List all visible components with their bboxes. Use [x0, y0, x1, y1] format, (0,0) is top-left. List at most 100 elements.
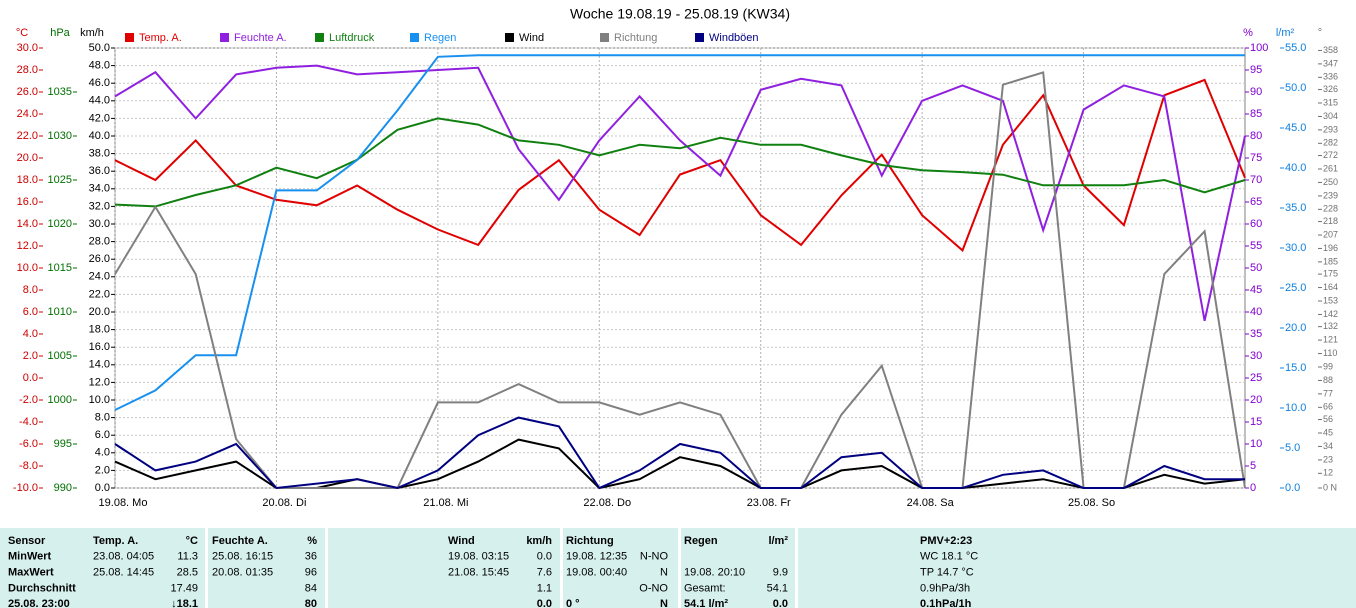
- x-tick-label: 25.08. So: [1068, 497, 1115, 509]
- table-cell: Temp. A.: [93, 535, 138, 547]
- table-cell: 0.0: [773, 598, 788, 608]
- y-tick-label: 358: [1323, 45, 1338, 55]
- y-tick-label: 12: [1323, 468, 1333, 478]
- y-tick-label: 0: [1250, 482, 1256, 494]
- table-cell: N: [660, 567, 668, 579]
- table-cell: °C: [186, 535, 198, 547]
- y-tick-label: 28.0: [89, 236, 110, 248]
- y-tick-label: 12.0: [89, 376, 110, 388]
- y-tick-label: 132: [1323, 321, 1338, 331]
- table-cell: 11.3: [177, 551, 198, 563]
- y-tick-label: 95: [1250, 64, 1262, 76]
- legend-swatch: [220, 33, 229, 42]
- y-tick-label: 10: [1250, 438, 1262, 450]
- table-cell: Gesamt:: [684, 582, 726, 594]
- legend-label: Windböen: [709, 32, 759, 44]
- table-cell: 36: [305, 551, 317, 563]
- y-tick-label: 85: [1250, 108, 1262, 120]
- table-cell: km/h: [526, 535, 552, 547]
- table-cell: %: [307, 535, 317, 547]
- y-tick-label: 10.0: [1285, 402, 1306, 414]
- table-separator: [678, 528, 681, 608]
- table-cell: Feuchte A.: [212, 535, 268, 547]
- x-tick-label: 19.08. Mo: [99, 497, 148, 509]
- y-tick-label: 18.0: [89, 324, 110, 336]
- y-tick-label: 995: [54, 438, 72, 450]
- legend-swatch: [125, 33, 134, 42]
- y-tick-label: 196: [1323, 243, 1338, 253]
- y-tick-label: 326: [1323, 84, 1338, 94]
- y-tick-label: 38.0: [89, 148, 110, 160]
- table-cell: 54.1 l/m²: [684, 598, 728, 608]
- x-tick-label: 24.08. Sa: [907, 497, 955, 509]
- y-tick-label: 30.0: [17, 42, 38, 54]
- legend-label: Regen: [424, 32, 456, 44]
- y-tick-label: 15: [1250, 416, 1262, 428]
- y-tick-label: 26.0: [17, 86, 38, 98]
- y-tick-label: 8.0: [23, 284, 38, 296]
- table-cell: 54.1: [767, 582, 788, 594]
- y-tick-label: 46.0: [89, 77, 110, 89]
- y-tick-label: 99: [1323, 361, 1333, 371]
- table-cell: PMV+2:23: [920, 535, 972, 547]
- table-cell: 80: [305, 598, 317, 608]
- y-tick-label: 261: [1323, 163, 1338, 173]
- table-cell: 20.08. 01:35: [212, 567, 273, 579]
- y-tick-label: 40.0: [89, 130, 110, 142]
- y-tick-label: 121: [1323, 334, 1338, 344]
- y-tick-label: 1005: [48, 350, 72, 362]
- series-line: [114, 78, 1246, 253]
- table-cell: l/m²: [768, 535, 788, 547]
- y-tick-label: 4.0: [95, 447, 110, 459]
- table-cell: 1.1: [537, 582, 552, 594]
- y-tick-label: 0.0: [23, 372, 38, 384]
- y-tick-label: 35: [1250, 328, 1262, 340]
- table-cell: N: [660, 598, 668, 608]
- y-tick-label: 0.0: [95, 482, 110, 494]
- y-tick-label: -8.0: [19, 460, 38, 472]
- y-tick-label: 20.0: [1285, 322, 1306, 334]
- series-line: [114, 64, 1246, 322]
- y-tick-label: 30: [1250, 350, 1262, 362]
- y-tick-label: 30.0: [89, 218, 110, 230]
- y-tick-label: 304: [1323, 111, 1338, 121]
- table-separator: [205, 528, 208, 608]
- table-cell: 25.08. 23:00: [8, 598, 70, 608]
- y-tick-label: 293: [1323, 124, 1338, 134]
- y-tick-label: -10.0: [13, 482, 38, 494]
- y-tick-label: 5: [1250, 460, 1256, 472]
- table-cell: O-NO: [639, 582, 668, 594]
- y-tick-label: 80: [1250, 130, 1262, 142]
- y-tick-label: 185: [1323, 256, 1338, 266]
- table-cell: 23.08. 04:05: [93, 551, 154, 563]
- y-tick-label: 18.0: [17, 174, 38, 186]
- y-tick-label: 75: [1250, 152, 1262, 164]
- y-tick-label: 50.0: [1285, 82, 1306, 94]
- table-separator: [325, 528, 328, 608]
- y-tick-label: 10.0: [17, 262, 38, 274]
- series-line: [114, 71, 1246, 489]
- y-tick-label: 55: [1250, 240, 1262, 252]
- y-tick-label: 207: [1323, 229, 1338, 239]
- table-cell: N-NO: [640, 551, 669, 563]
- y-tick-label: 1010: [48, 306, 72, 318]
- legend-label: Richtung: [614, 32, 657, 44]
- y-tick-label: 142: [1323, 309, 1338, 319]
- y-tick-label: 2.0: [95, 464, 110, 476]
- y-tick-label: 50: [1250, 262, 1262, 274]
- table-cell: MinWert: [8, 551, 52, 563]
- table-cell: 28.5: [177, 567, 198, 579]
- legend-swatch: [695, 33, 704, 42]
- y-tick-label: 34: [1323, 441, 1333, 451]
- table-cell: 7.6: [537, 567, 552, 579]
- y-tick-label: 282: [1323, 138, 1338, 148]
- y-tick-label: 228: [1323, 204, 1338, 214]
- table-separator: [560, 528, 563, 608]
- y-tick-label: 10.0: [89, 394, 110, 406]
- legend-label: Luftdruck: [329, 32, 375, 44]
- legend-swatch: [505, 33, 514, 42]
- table-cell: 25.08. 14:45: [93, 567, 154, 579]
- y-tick-label: 218: [1323, 216, 1338, 226]
